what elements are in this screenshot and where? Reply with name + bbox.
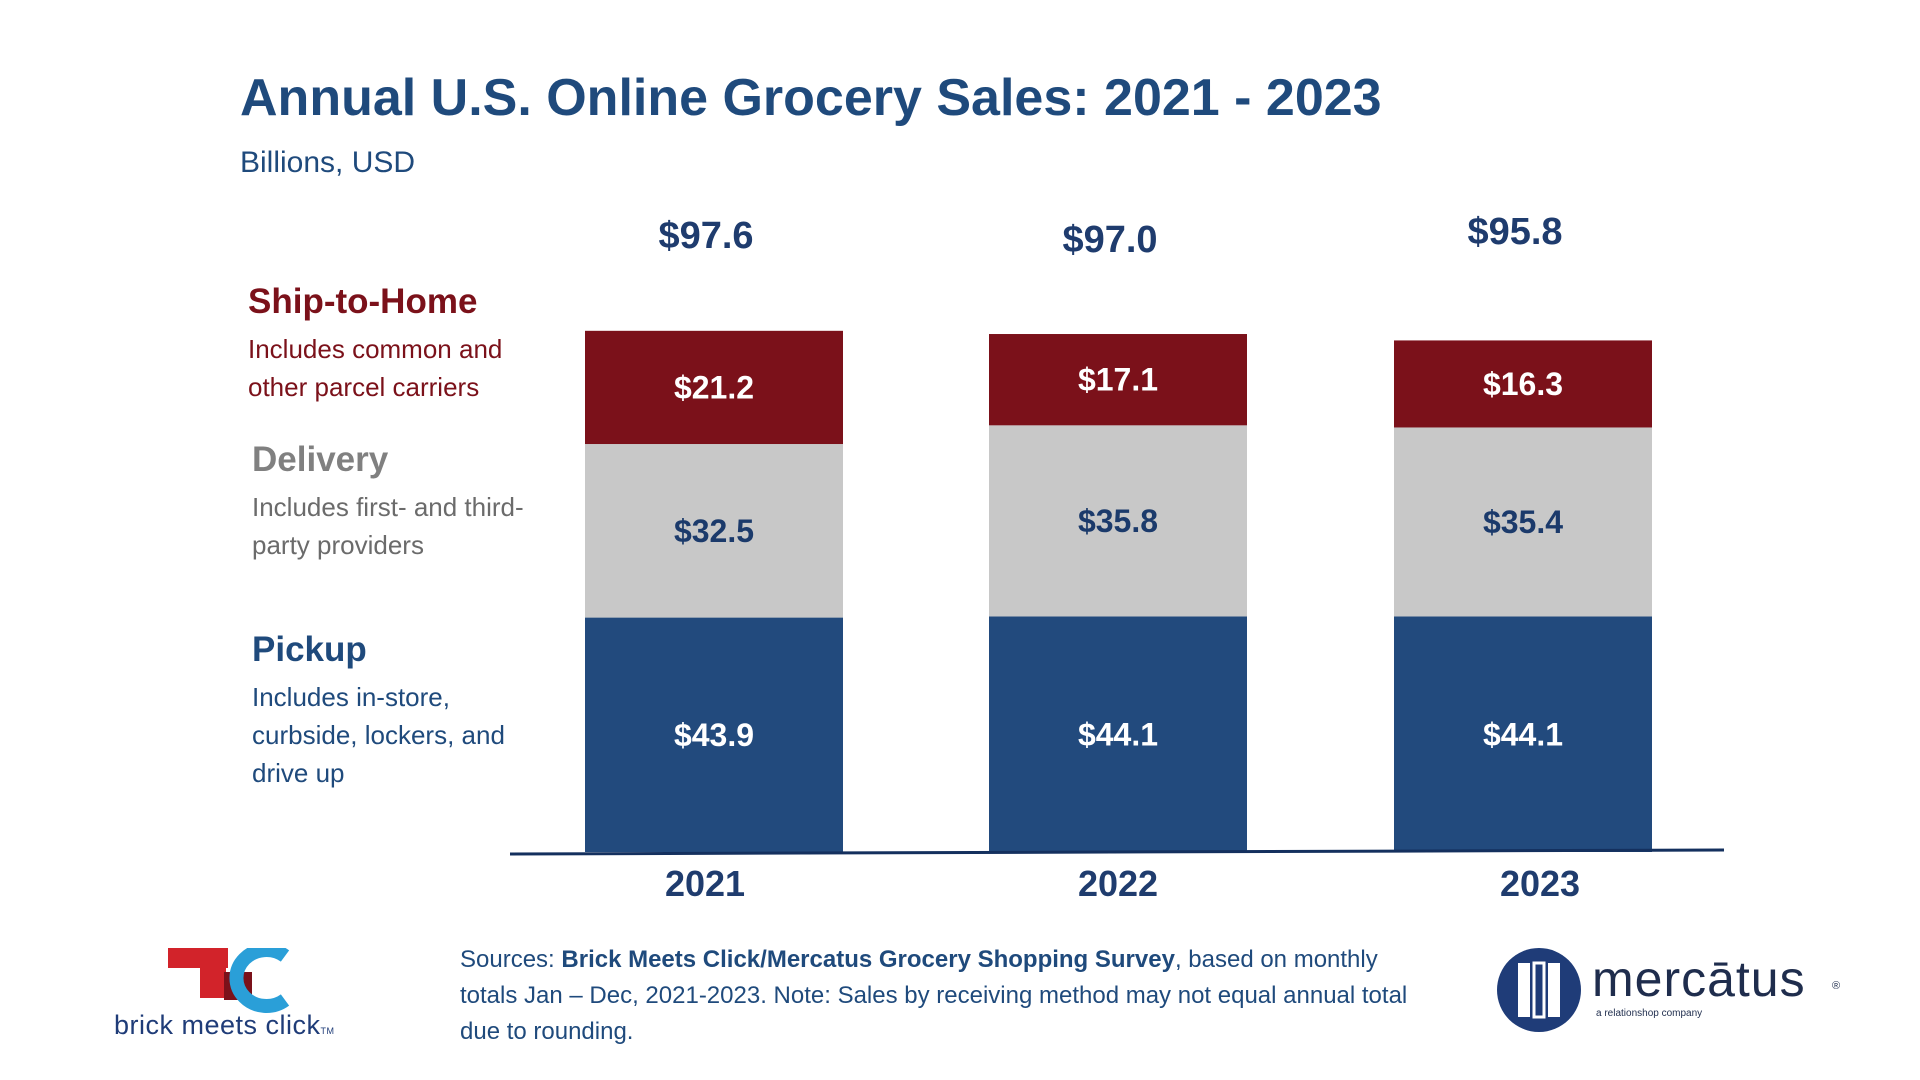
- data-label-delivery-2022: $35.8: [1078, 503, 1158, 539]
- data-label-pickup-2022: $44.1: [1078, 716, 1158, 752]
- x-axis-line: [509, 848, 1725, 856]
- data-label-ship-to-home-2021: $21.2: [674, 369, 754, 405]
- source-note: Sources: Brick Meets Click/Mercatus Groc…: [460, 942, 1420, 1050]
- bar-ship-to-home-2021: [585, 330, 843, 445]
- bar-ship-to-home-2022: [989, 334, 1247, 426]
- source-survey-name: Brick Meets Click/Mercatus Grocery Shopp…: [561, 946, 1175, 973]
- legend-ship-to-home: Ship-to-Home Includes common and other p…: [248, 282, 538, 406]
- data-label-delivery-2021: $32.5: [674, 513, 754, 549]
- mercatus-wordmark: mercātus: [1592, 951, 1806, 1007]
- mercatus-logo-bar-right: [1548, 963, 1560, 1017]
- bar-delivery-2021: [585, 444, 843, 618]
- bmc-trademark: TM: [320, 1026, 335, 1036]
- total-label-2022: $97.0: [1062, 219, 1157, 261]
- mercatus-logo-bar-middle: [1532, 961, 1546, 1019]
- chart-title: Annual U.S. Online Grocery Sales: 2021 -…: [240, 69, 1382, 127]
- bar-pickup-2022: [989, 616, 1247, 852]
- legend-desc-ship-to-home: Includes common and other parcel carrier…: [248, 334, 503, 402]
- legend-desc-delivery: Includes first- and third-party provider…: [252, 492, 524, 560]
- bar-pickup-2021: [585, 617, 843, 852]
- bar-delivery-2022: [989, 425, 1247, 617]
- legend-desc-pickup: Includes in-store, curbside, lockers, an…: [252, 682, 505, 788]
- legend-pickup: Pickup Includes in-store, curbside, lock…: [252, 630, 542, 792]
- data-label-delivery-2023: $35.4: [1483, 504, 1563, 540]
- bmc-logo-brick-stem: [200, 968, 226, 998]
- x-tick-label-2023: 2023: [1500, 863, 1580, 900]
- mercatus-tagline: a relationshop company: [1596, 1008, 1703, 1019]
- stacked-bar-chart: $43.9 $32.5 $21.2 $97.6 2021 $44.1 $35.8 $17.1 $…: [509, 211, 1725, 900]
- x-tick-label-2022: 2022: [1078, 863, 1158, 900]
- data-label-pickup-2021: $43.9: [674, 717, 754, 753]
- legend-label-ship-to-home: Ship-to-Home: [248, 282, 478, 321]
- brick-meets-click-wordmark: brick meets clickTM: [114, 1010, 335, 1041]
- source-details: , based on monthly totals Jan – Dec, 202…: [460, 946, 1408, 1045]
- bar-ship-to-home-2023: [1394, 340, 1652, 428]
- mercatus-logo-bar-left: [1518, 963, 1530, 1017]
- data-label-ship-to-home-2023: $16.3: [1483, 366, 1563, 402]
- bmc-wordmark-text: brick meets click: [114, 1010, 321, 1040]
- source-prefix: Sources:: [460, 946, 562, 973]
- total-label-2021: $97.6: [658, 215, 753, 257]
- chart-subtitle: Billions, USD: [240, 146, 416, 179]
- mercatus-logo-icon: [1497, 948, 1581, 1032]
- bar-delivery-2023: [1394, 427, 1652, 617]
- bmc-logo-c-arc: [229, 948, 290, 1013]
- total-label-2023: $95.8: [1467, 211, 1562, 253]
- bar-pickup-2023: [1394, 616, 1652, 852]
- data-label-pickup-2023: $44.1: [1483, 716, 1563, 752]
- legend-label-pickup: Pickup: [252, 630, 367, 669]
- x-tick-label-2021: 2021: [665, 863, 745, 900]
- legend-label-delivery: Delivery: [252, 440, 389, 479]
- mercatus-registered-mark: ®: [1832, 980, 1841, 992]
- data-label-ship-to-home-2022: $17.1: [1078, 362, 1158, 398]
- brick-meets-click-logo: [168, 948, 290, 1013]
- legend-delivery: Delivery Includes first- and third-party…: [252, 440, 542, 564]
- bmc-logo-brick-top: [168, 948, 228, 968]
